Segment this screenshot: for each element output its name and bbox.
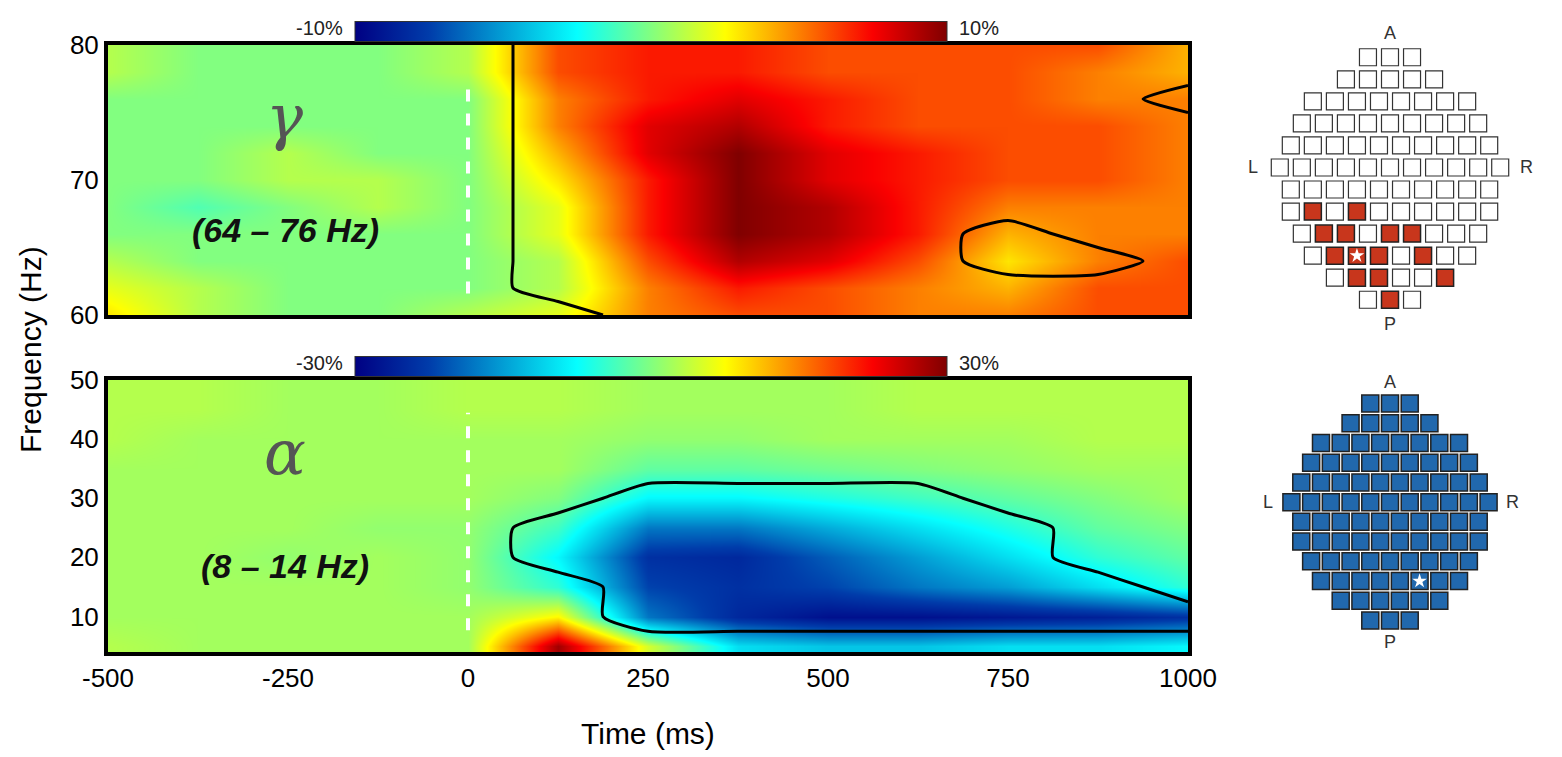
svg-text:30%: 30% <box>959 352 999 374</box>
svg-text:α: α <box>264 416 306 489</box>
svg-text:30: 30 <box>70 483 99 513</box>
svg-text:1000: 1000 <box>1159 663 1217 693</box>
svg-text:0: 0 <box>461 663 475 693</box>
svg-text:70: 70 <box>70 165 99 195</box>
svg-text:50: 50 <box>70 365 99 395</box>
svg-text:250: 250 <box>626 663 669 693</box>
svg-text:60: 60 <box>70 300 99 330</box>
svg-text:P: P <box>1384 314 1396 334</box>
svg-text:20: 20 <box>70 542 99 572</box>
svg-text:Time (ms): Time (ms) <box>581 717 715 750</box>
svg-text:P: P <box>1384 632 1396 652</box>
svg-text:-250: -250 <box>262 663 314 693</box>
svg-text:Frequency (Hz): Frequency (Hz) <box>14 246 47 453</box>
svg-text:-500: -500 <box>82 663 134 693</box>
svg-text:-30%: -30% <box>296 352 343 374</box>
svg-text:750: 750 <box>986 663 1029 693</box>
svg-text:40: 40 <box>70 424 99 454</box>
svg-text:A: A <box>1384 372 1396 392</box>
svg-text:A: A <box>1384 23 1396 43</box>
svg-text:R: R <box>1520 157 1533 177</box>
svg-text:γ: γ <box>266 80 304 153</box>
svg-text:10: 10 <box>70 602 99 632</box>
svg-text:(64 – 76 Hz): (64 – 76 Hz) <box>192 211 379 249</box>
svg-text:R: R <box>1506 492 1519 512</box>
svg-text:10%: 10% <box>959 17 999 39</box>
svg-text:(8 – 14 Hz): (8 – 14 Hz) <box>201 547 369 585</box>
svg-text:L: L <box>1263 492 1273 512</box>
svg-text:80: 80 <box>70 30 99 60</box>
svg-text:L: L <box>1248 157 1258 177</box>
svg-text:500: 500 <box>806 663 849 693</box>
svg-text:-10%: -10% <box>296 17 343 39</box>
